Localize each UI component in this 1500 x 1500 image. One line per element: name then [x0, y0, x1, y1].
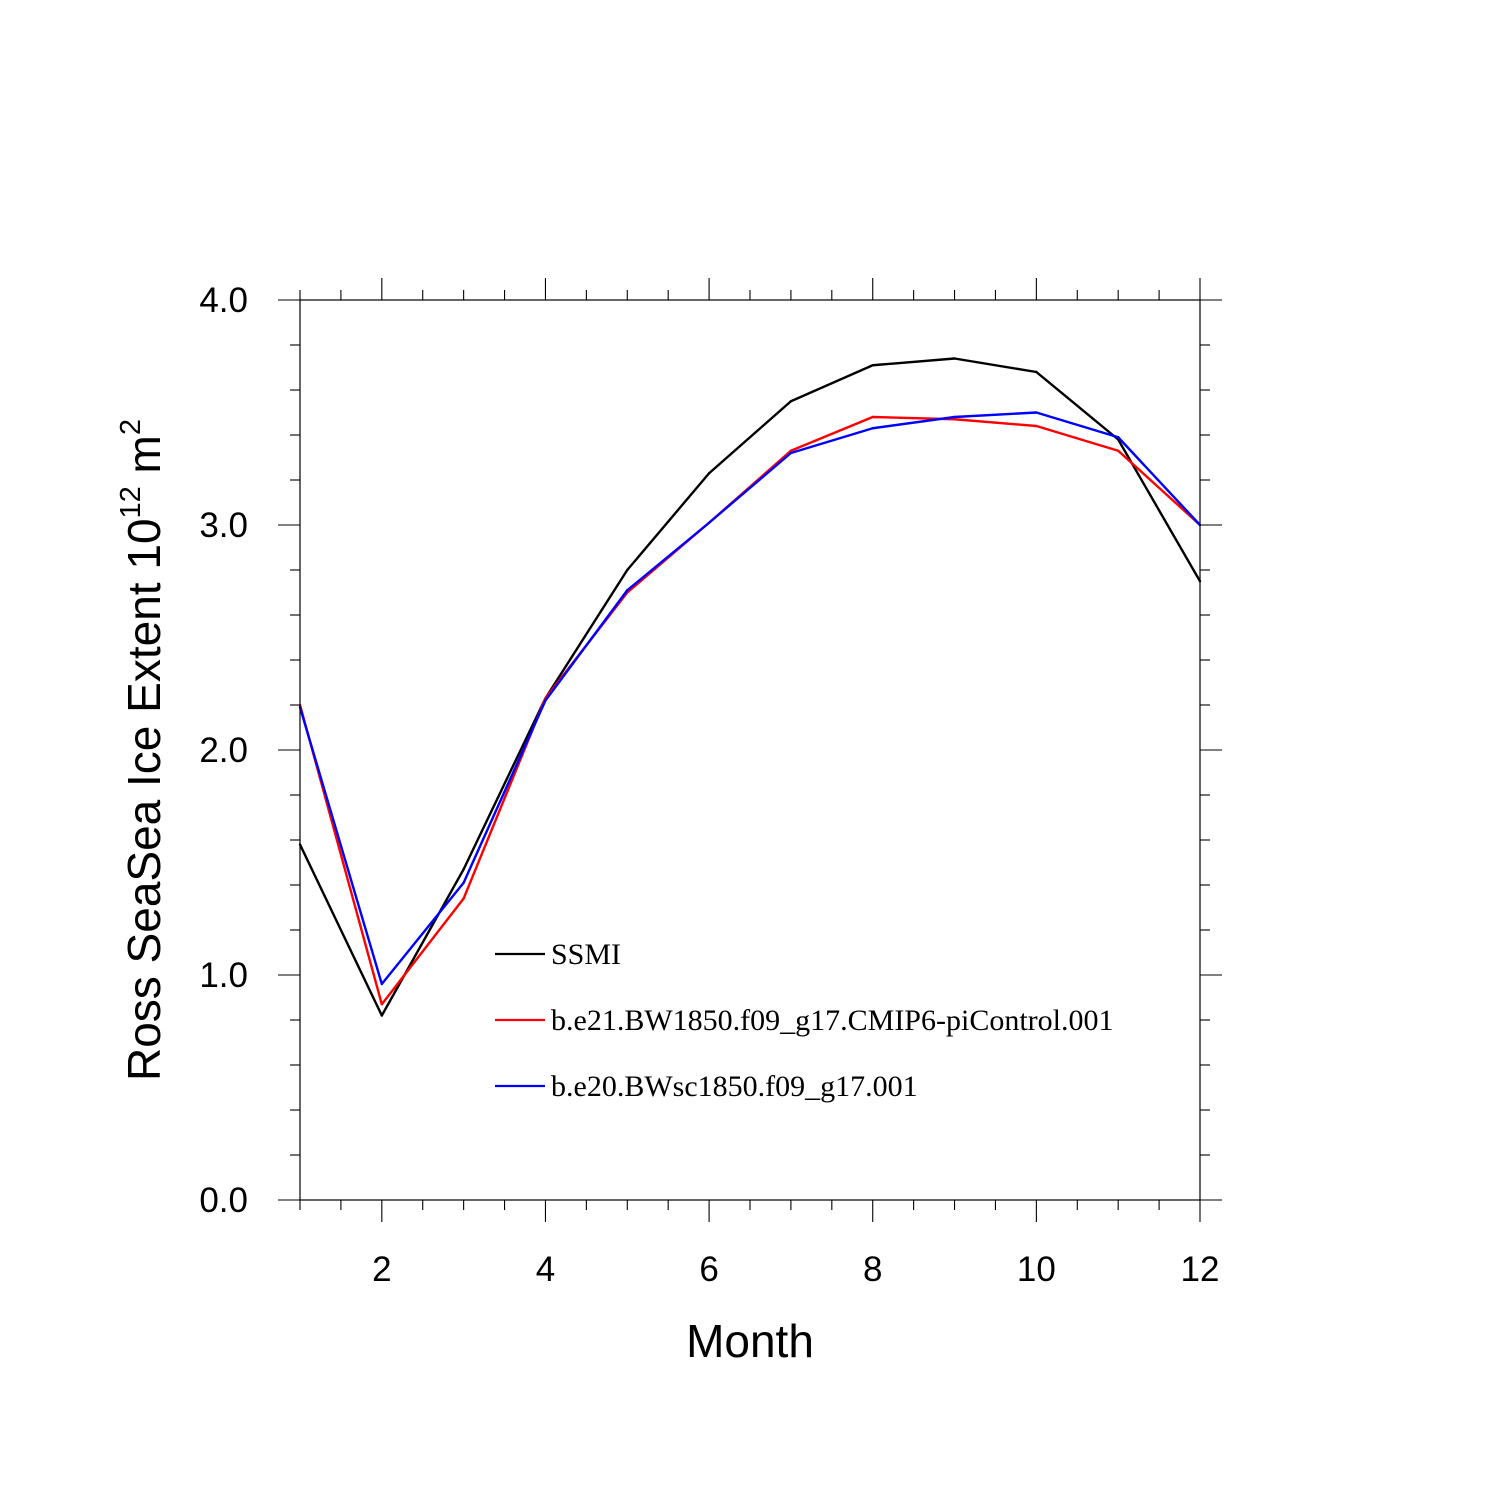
- data-point: [789, 449, 793, 452]
- data-point: [380, 1014, 384, 1017]
- x-tick-label: 12: [1181, 1250, 1220, 1289]
- data-point: [462, 897, 465, 900]
- x-tick-labels: 2 4 6 8 10 12: [372, 1250, 1219, 1289]
- x-tick-label: 6: [699, 1250, 718, 1289]
- data-point: [871, 427, 874, 430]
- series-2: [298, 411, 1202, 986]
- y-tick-label: 2.0: [199, 731, 248, 770]
- data-point: [544, 699, 547, 702]
- data-point: [871, 364, 874, 367]
- legend: SSMI b.e21.BW1850.f09_g17.CMIP6-piContro…: [495, 938, 1114, 1103]
- data-point: [1035, 411, 1038, 414]
- y-tick-label: 1.0: [199, 956, 248, 995]
- data-point: [789, 400, 793, 403]
- y-axis-label: Ross SeaSea Ice Extent 1012 m2: [115, 419, 170, 1081]
- series-line: [298, 411, 1201, 986]
- y-tick-label: 4.0: [199, 281, 248, 320]
- x-axis-label: Month: [686, 1315, 814, 1367]
- y-tick-label: 0.0: [199, 1181, 248, 1220]
- data-point: [626, 568, 629, 572]
- legend-label-cmip6-picontrol: b.e21.BW1850.f09_g17.CMIP6-piControl.001: [551, 1004, 1114, 1037]
- x-tick-label: 4: [536, 1250, 555, 1289]
- data-point: [380, 982, 384, 986]
- y-axis-label-main: Ross SeaSea Ice Extent 10: [118, 518, 170, 1081]
- data-point: [462, 868, 465, 871]
- data-point: [462, 881, 465, 884]
- data-point: [871, 415, 874, 419]
- axis-ticks: [278, 278, 1222, 1222]
- series-line: [298, 357, 1202, 1017]
- data-point: [953, 418, 956, 421]
- legend-label-ssmi: SSMI: [551, 938, 621, 971]
- x-tick-label: 8: [863, 1250, 882, 1289]
- data-point: [1035, 424, 1038, 428]
- x-tick-label: 2: [372, 1250, 391, 1289]
- x-tick-label: 10: [1017, 1250, 1056, 1289]
- data-point: [626, 589, 629, 592]
- data-point: [953, 357, 956, 360]
- data-point: [1116, 436, 1120, 439]
- data-point: [953, 415, 956, 419]
- y-axis-label-exponent: 12: [115, 486, 147, 518]
- legend-entry-bwsc1850: b.e20.BWsc1850.f09_g17.001: [495, 1070, 918, 1103]
- data-point: [380, 1003, 384, 1006]
- data-point: [1116, 449, 1120, 452]
- y-tick-label: 3.0: [199, 506, 248, 545]
- data-point: [707, 521, 711, 524]
- legend-label-bwsc1850: b.e20.BWsc1850.f09_g17.001: [551, 1070, 918, 1103]
- data-point: [789, 451, 793, 455]
- y-axis-label-unit-exponent: 2: [115, 419, 147, 435]
- data-point: [1035, 370, 1038, 374]
- data-point: [707, 472, 711, 475]
- series-group: [298, 357, 1202, 1017]
- y-tick-labels: 0.0 1.0 2.0 3.0 4.0: [199, 281, 248, 1220]
- plot-frame: [299, 299, 1201, 1201]
- legend-entry-ssmi: SSMI: [495, 938, 621, 971]
- legend-entry-cmip6-picontrol: b.e21.BW1850.f09_g17.CMIP6-piControl.001: [495, 1004, 1114, 1037]
- y-axis-label-unit: m: [118, 435, 170, 473]
